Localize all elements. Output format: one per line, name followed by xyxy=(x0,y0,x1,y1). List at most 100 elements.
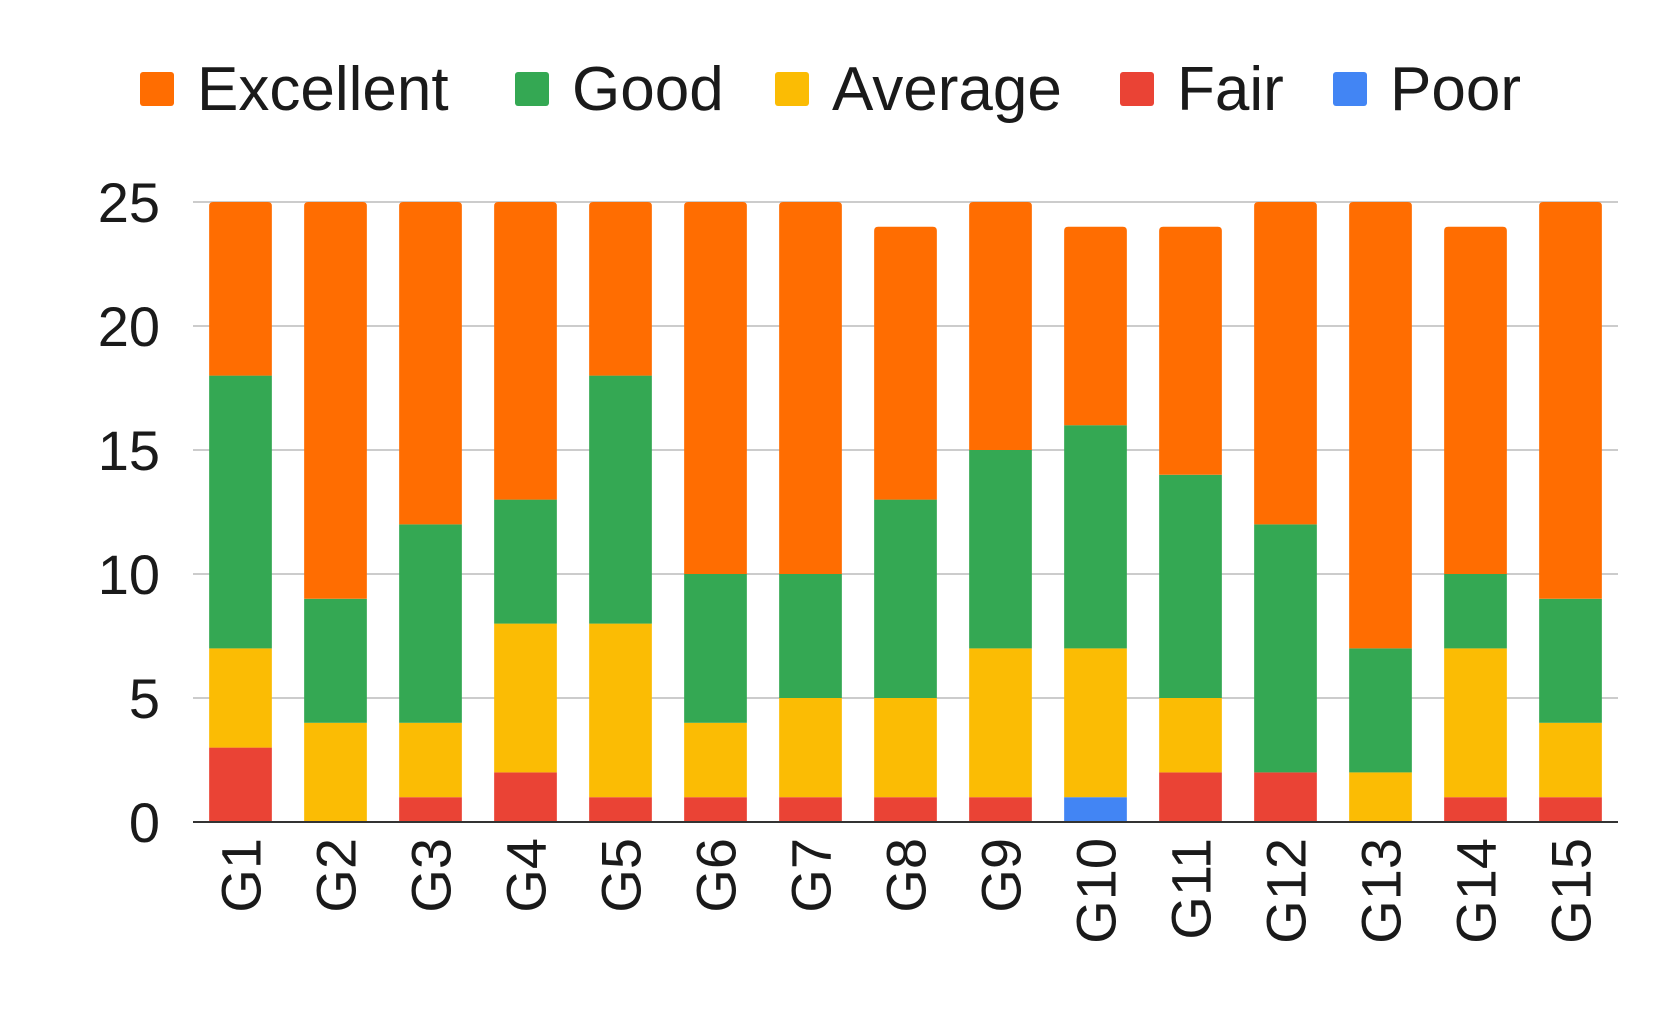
bar-stack-g5 xyxy=(589,202,652,822)
bar-segment-good xyxy=(1349,648,1412,773)
bar-stack-g7 xyxy=(779,202,842,822)
bar-segment-excellent xyxy=(969,202,1032,450)
bar-segment-good xyxy=(1444,574,1507,649)
bar-segment-good xyxy=(1254,524,1317,773)
legend-label: Average xyxy=(832,55,1062,124)
x-tick-label: G7 xyxy=(780,838,843,913)
bar-segment-excellent xyxy=(684,202,747,574)
bar-segment-fair xyxy=(1254,772,1317,822)
bar-segment-good xyxy=(589,375,652,624)
bar-segment-average xyxy=(209,648,272,748)
bar-segment-fair xyxy=(1159,772,1222,822)
legend-label: Excellent xyxy=(197,55,449,124)
bar-stack-g14 xyxy=(1444,226,1507,822)
y-tick-label: 5 xyxy=(129,667,160,730)
bar-segment-good xyxy=(684,574,747,723)
bar-stack-g1 xyxy=(209,202,272,822)
bar-segment-fair xyxy=(874,797,937,822)
legend-label: Fair xyxy=(1177,55,1284,124)
bar-segment-good xyxy=(209,375,272,649)
x-tick-label: G4 xyxy=(495,838,558,913)
bar-segment-excellent xyxy=(1254,202,1317,525)
bar-stack-g3 xyxy=(399,202,462,822)
bar-segment-excellent xyxy=(209,202,272,376)
bar-segment-fair xyxy=(779,797,842,822)
y-tick-labels: 0 5 10 15 20 25 xyxy=(98,171,160,854)
bar-segment-average xyxy=(1539,722,1602,798)
bar-stack-g4 xyxy=(494,202,557,822)
bar-stack-g9 xyxy=(969,202,1032,822)
bar-segment-average xyxy=(1159,698,1222,773)
bar-segment-fair xyxy=(399,797,462,822)
bar-segment-fair xyxy=(684,797,747,822)
bar-segment-excellent xyxy=(874,226,937,500)
bar-segment-excellent xyxy=(1349,202,1412,649)
bar-segment-average xyxy=(1444,648,1507,798)
bar-stack-g11 xyxy=(1159,226,1222,822)
legend-item-average: Average xyxy=(775,55,1062,124)
legend-item-good: Good xyxy=(515,55,724,124)
bar-segment-average xyxy=(684,722,747,798)
bar-segment-good xyxy=(874,499,937,698)
legend-item-fair: Fair xyxy=(1120,55,1284,124)
y-tick-label: 15 xyxy=(98,419,160,482)
bar-segment-good xyxy=(1539,598,1602,723)
bar-segment-excellent xyxy=(304,202,367,599)
legend: Excellent Good Average Fair Poor xyxy=(140,55,1521,124)
bar-segment-average xyxy=(1064,648,1127,798)
x-tick-label: G8 xyxy=(875,838,938,913)
bar-segment-good xyxy=(1064,425,1127,649)
x-tick-label: G14 xyxy=(1445,838,1508,944)
bar-segment-average xyxy=(399,722,462,798)
bar-segment-fair xyxy=(969,797,1032,822)
bar-segment-excellent xyxy=(1064,226,1127,426)
legend-label: Good xyxy=(572,55,724,124)
bar-segment-fair xyxy=(209,747,272,822)
legend-swatch xyxy=(1333,72,1367,106)
x-tick-label: G10 xyxy=(1065,838,1128,944)
legend-swatch xyxy=(1120,72,1154,106)
y-tick-label: 25 xyxy=(98,171,160,234)
bar-segment-excellent xyxy=(399,202,462,525)
bar-segment-good xyxy=(779,574,842,698)
bar-segment-excellent xyxy=(589,202,652,376)
bar-stack-g13 xyxy=(1349,202,1412,822)
bar-segment-excellent xyxy=(1539,202,1602,599)
bar-segment-good xyxy=(1159,474,1222,698)
bar-segment-fair xyxy=(494,772,557,822)
bar-stack-g2 xyxy=(304,202,367,822)
bar-stack-g6 xyxy=(684,202,747,822)
x-tick-label: G3 xyxy=(400,838,463,913)
bar-segment-excellent xyxy=(1444,226,1507,575)
legend-label: Poor xyxy=(1390,55,1521,124)
x-tick-label: G9 xyxy=(970,838,1033,913)
bar-segment-poor xyxy=(1064,797,1127,822)
bar-segment-fair xyxy=(1444,797,1507,822)
bar-stack-g8 xyxy=(874,226,937,822)
y-tick-label: 20 xyxy=(98,295,160,358)
bar-segment-average xyxy=(589,623,652,798)
bar-segment-excellent xyxy=(494,202,557,500)
x-tick-label: G11 xyxy=(1160,838,1223,940)
bar-segment-fair xyxy=(589,797,652,822)
bars xyxy=(209,202,1602,822)
x-tick-label: G5 xyxy=(590,838,653,913)
bar-segment-excellent xyxy=(1159,226,1222,475)
bar-stack-g12 xyxy=(1254,202,1317,822)
legend-item-poor: Poor xyxy=(1333,55,1521,124)
x-tick-label: G6 xyxy=(685,838,748,913)
x-tick-label: G15 xyxy=(1540,838,1603,944)
x-tick-label: G1 xyxy=(210,838,273,913)
bar-segment-good xyxy=(399,524,462,723)
bar-stack-g15 xyxy=(1539,202,1602,822)
bar-segment-average xyxy=(1349,772,1412,822)
bar-segment-average xyxy=(494,623,557,773)
bar-segment-excellent xyxy=(779,202,842,574)
legend-swatch xyxy=(515,72,549,106)
legend-swatch xyxy=(140,72,174,106)
bar-segment-good xyxy=(494,499,557,624)
x-tick-label: G12 xyxy=(1255,838,1318,944)
legend-swatch xyxy=(775,72,809,106)
x-tick-labels: G1 G2 G3 G4 G5 G6 G7 G8 G9 G10 G11 G12 G13 G14 G15 xyxy=(210,838,1603,944)
